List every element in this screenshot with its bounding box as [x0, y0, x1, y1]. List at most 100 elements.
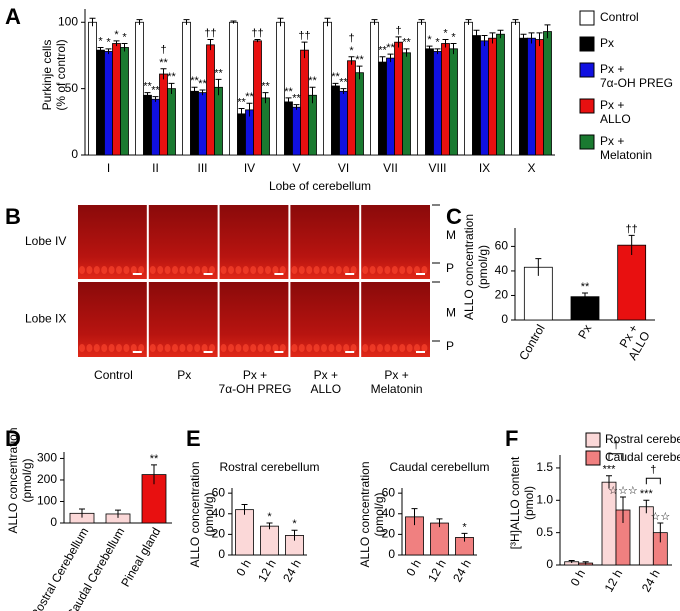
cell-texture [335, 266, 342, 274]
x-tick-label: 24 h [450, 557, 474, 584]
comparison-label: † [613, 440, 619, 452]
cell-texture [130, 266, 137, 274]
bar [519, 37, 528, 156]
error-bar [395, 36, 402, 48]
bar [543, 31, 552, 156]
error-bar [582, 292, 588, 301]
significance-label: * [122, 31, 127, 43]
significance-label: * [106, 37, 111, 49]
error-bar [121, 43, 128, 52]
significance-label: ** [245, 91, 254, 103]
y-tick-label: 1.0 [536, 492, 553, 506]
cell-texture [86, 344, 93, 352]
bar [472, 35, 481, 156]
bar [355, 72, 364, 156]
error-bar [262, 92, 269, 104]
error-bar [536, 32, 543, 47]
significance-label: ** [386, 42, 395, 54]
bar [464, 21, 473, 156]
panel-label: D [5, 426, 21, 451]
cell-texture [321, 266, 327, 274]
chart-title: Rostral cerebellum [219, 460, 319, 474]
bar [261, 97, 270, 156]
cell-texture [228, 344, 234, 352]
cell-texture [101, 266, 108, 274]
cell-texture [391, 266, 398, 274]
significance-label: * [114, 29, 119, 41]
y-tick-label: 60 [382, 485, 396, 499]
error-bar [628, 234, 635, 255]
bar [417, 21, 426, 156]
significance-label: ☆☆☆ [608, 485, 638, 497]
error-bar [426, 45, 433, 52]
error-bar [89, 17, 96, 27]
error-bar [520, 33, 527, 43]
bar [151, 98, 160, 156]
error-bar [238, 108, 245, 120]
cell-texture [384, 344, 391, 352]
error-bar [168, 82, 175, 94]
y-tick-label: 40 [495, 263, 509, 277]
significance-label: †† [298, 30, 310, 42]
error-bar [411, 508, 418, 526]
bar [159, 73, 168, 156]
layer-label: M [446, 306, 456, 320]
comparison-label: † [650, 464, 656, 476]
bar [260, 525, 279, 556]
error-bar [497, 29, 504, 39]
significance-label: ** [402, 37, 411, 49]
legend-label: Control [600, 10, 639, 24]
cell-texture [265, 344, 271, 352]
y-tick-label: 40 [212, 506, 226, 520]
significance-label: * [292, 518, 297, 530]
significance-label: * [451, 31, 456, 43]
bar [402, 52, 411, 156]
cell-texture [369, 344, 376, 352]
legend-label: Rostral cerebellum [605, 432, 680, 446]
y-axis-label: ALLO concentration(pmol/g) [358, 461, 386, 567]
error-bar [230, 20, 237, 24]
y-axis-label: [³H]ALLO content(pmol) [508, 456, 536, 549]
error-bar [544, 24, 551, 39]
cell-texture [306, 344, 313, 352]
row-label: Lobe IV [25, 234, 66, 248]
cell-texture [377, 344, 383, 352]
cell-texture [138, 266, 145, 274]
x-tick-label: X [527, 161, 535, 175]
error-bar [241, 503, 248, 515]
x-tick-label: IX [479, 161, 490, 175]
bar [167, 88, 176, 156]
bar [511, 21, 520, 156]
significance-label: ** [284, 86, 293, 98]
legend-swatch [579, 10, 595, 26]
bar [190, 90, 199, 156]
bar [488, 37, 497, 156]
cell-texture [291, 266, 298, 274]
cell-texture [79, 344, 85, 352]
significance-label: ** [339, 77, 348, 89]
error-bar [528, 32, 535, 44]
comparison-bracket [608, 453, 624, 460]
cell-texture [201, 266, 208, 274]
significance-label: † ** [159, 44, 168, 69]
significance-label: † * [348, 32, 354, 57]
x-tick-label: Px [575, 322, 594, 341]
cell-texture [79, 266, 85, 274]
error-bar [207, 39, 214, 51]
legend-label: Px + ALLO [600, 98, 631, 126]
bar [425, 48, 434, 156]
legend-swatch [579, 134, 595, 150]
cell-texture [186, 266, 193, 274]
cell-texture [391, 344, 398, 352]
bar [386, 57, 395, 156]
bar [292, 106, 301, 156]
bar [237, 113, 246, 156]
bar [235, 509, 254, 556]
cell-texture [186, 344, 193, 352]
error-bar [403, 48, 410, 57]
error-bar [340, 88, 347, 94]
cell-texture [328, 344, 335, 352]
error-bar [481, 35, 488, 47]
y-tick-label: 50 [65, 81, 79, 95]
y-tick-label: 20 [212, 527, 226, 541]
